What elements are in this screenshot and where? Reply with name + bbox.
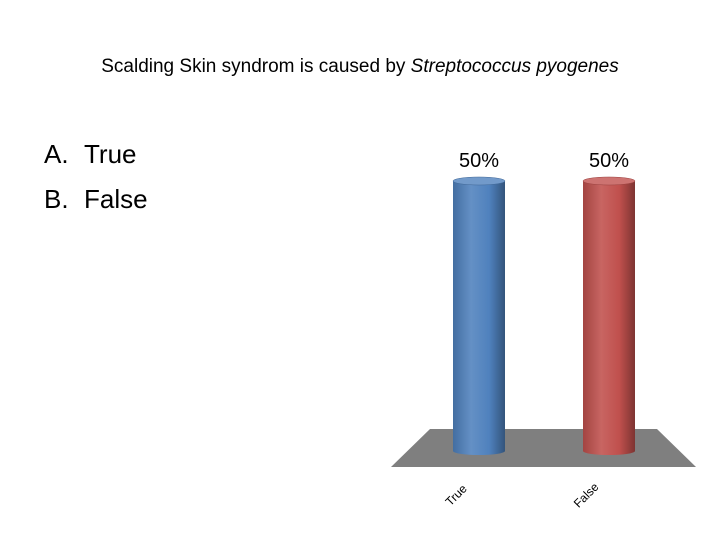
bar-true bbox=[452, 176, 506, 455]
answer-options: A. True B. False bbox=[44, 132, 148, 222]
bar-top bbox=[452, 176, 506, 186]
bar-body bbox=[583, 181, 635, 455]
option-b-text: False bbox=[84, 184, 148, 214]
option-a-letter: A. bbox=[44, 139, 69, 169]
bar-value-label: 50% bbox=[589, 150, 629, 172]
question-prefix: Scalding Skin syndrom is caused by bbox=[101, 56, 411, 77]
chart-floor bbox=[391, 429, 696, 467]
option-a-text: True bbox=[84, 139, 137, 169]
question-species: Streptococcus pyogenes bbox=[410, 56, 619, 77]
category-label: False bbox=[571, 480, 602, 511]
bar-value-label: 50% bbox=[459, 150, 499, 172]
option-a: A. True bbox=[44, 132, 148, 177]
category-label: True bbox=[443, 481, 470, 508]
option-b-letter: B. bbox=[44, 184, 69, 214]
option-b: B. False bbox=[44, 177, 148, 222]
question-text: Scalding Skin syndrom is caused by Strep… bbox=[0, 56, 720, 78]
bar-top bbox=[582, 176, 636, 186]
bar-false bbox=[582, 176, 636, 455]
bar-body bbox=[453, 181, 505, 455]
